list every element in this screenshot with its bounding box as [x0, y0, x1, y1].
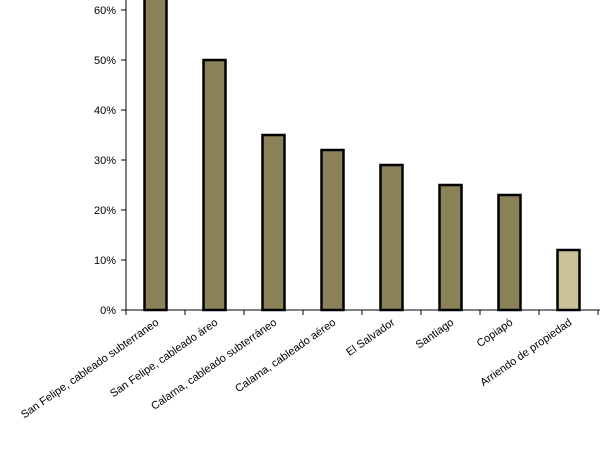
- y-axis: 0% 10% 20% 30% 40% 50% 60%: [94, 0, 127, 317]
- x-tick-label: Copiapó: [475, 317, 515, 350]
- x-tick-label: Santiago: [414, 317, 456, 352]
- y-tick-label: 40%: [94, 105, 116, 117]
- bar-8: [556, 248, 581, 312]
- y-tick-label: 50%: [94, 55, 116, 67]
- bar-3: [261, 133, 286, 312]
- y-tick-label: 60%: [94, 5, 116, 17]
- y-tick-label: 0%: [100, 305, 116, 317]
- x-tick-label: Calama, cableado subterráneo: [149, 317, 279, 413]
- x-tick-label: Calama, cableado aéreo: [233, 317, 338, 396]
- y-tick-label: 30%: [94, 155, 116, 167]
- y-tick-label: 20%: [94, 205, 116, 217]
- bar-7: [497, 193, 522, 312]
- x-tick-label: San Felipe, cableado áreo: [108, 317, 220, 400]
- bar-1: [143, 0, 168, 312]
- y-tick-label: 10%: [94, 255, 116, 267]
- bar-2: [202, 58, 227, 312]
- bar-6: [438, 183, 463, 312]
- bar-5: [379, 163, 404, 312]
- x-tick-label: El Salvador: [344, 316, 397, 358]
- bars: [143, 0, 581, 312]
- bar-4: [320, 148, 345, 312]
